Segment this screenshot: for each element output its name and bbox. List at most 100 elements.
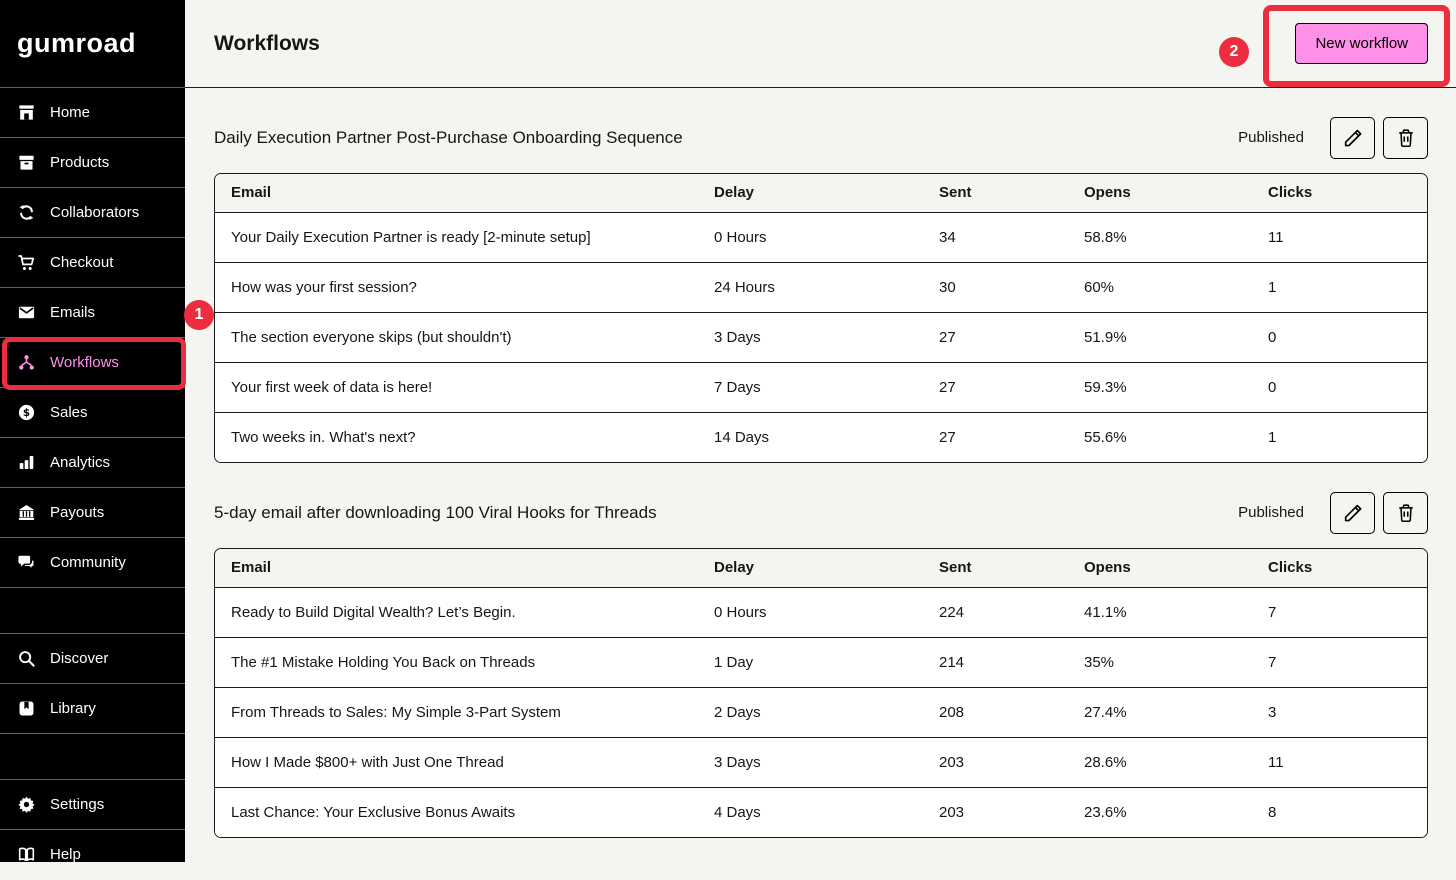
clicks-cell: 0 (1252, 312, 1427, 363)
table-row: Two weeks in. What's next? 14 Days 27 55.6%… (215, 412, 1427, 462)
opens-cell: 51.9% (1068, 312, 1252, 363)
clicks-cell: 8 (1252, 787, 1427, 837)
column-header: Delay (698, 174, 923, 213)
sidebar-item-community[interactable]: Community (0, 538, 185, 588)
workflow-section-head: Daily Execution Partner Post-Purchase On… (214, 115, 1428, 160)
workflow-list: Daily Execution Partner Post-Purchase On… (185, 115, 1456, 838)
opens-cell: 35% (1068, 637, 1252, 688)
opens-cell: 41.1% (1068, 587, 1252, 638)
sidebar-item-label: Library (50, 700, 96, 717)
sent-cell: 203 (923, 737, 1068, 788)
gumroad-logo[interactable]: gumroad (0, 0, 185, 88)
sidebar-item-label: Emails (50, 304, 96, 321)
collaborators-icon (17, 203, 36, 222)
sidebar-item-home[interactable]: Home (0, 88, 185, 138)
table-row: How I Made $800+ with Just One Thread 3 D… (215, 737, 1427, 788)
table-row: The #1 Mistake Holding You Back on Threa… (215, 637, 1427, 688)
workflow-actions: Published (1238, 116, 1428, 159)
sidebar-item-analytics[interactable]: Analytics (0, 438, 185, 488)
sidebar-item-label: Workflows (50, 354, 119, 371)
opens-cell: 23.6% (1068, 787, 1252, 837)
delete-workflow-button[interactable] (1383, 491, 1428, 534)
delay-cell: 14 Days (698, 412, 923, 462)
clicks-cell: 7 (1252, 637, 1427, 688)
sidebar-item-collaborators[interactable]: Collaborators (0, 188, 185, 238)
trash-icon (1395, 502, 1417, 524)
table-row: Ready to Build Digital Wealth? Let’s Beg… (215, 587, 1427, 638)
svg-text:$: $ (23, 407, 30, 419)
sent-cell: 34 (923, 212, 1068, 263)
trash-icon (1395, 127, 1417, 149)
email-cell: How I Made $800+ with Just One Thread (215, 737, 698, 788)
opens-cell: 60% (1068, 262, 1252, 313)
delay-cell: 1 Day (698, 637, 923, 688)
sidebar-item-workflows[interactable]: Workflows (0, 338, 185, 388)
clicks-cell: 11 (1252, 737, 1427, 788)
sidebar-item-payouts[interactable]: Payouts (0, 488, 185, 538)
column-header: Delay (698, 549, 923, 588)
storefront-icon (17, 103, 36, 122)
workflow-section-head: 5-day email after downloading 100 Viral … (214, 490, 1428, 535)
workflow-section: Daily Execution Partner Post-Purchase On… (185, 115, 1456, 463)
sidebar-item-discover[interactable]: Discover (0, 634, 185, 684)
email-cell: Ready to Build Digital Wealth? Let’s Beg… (215, 587, 698, 638)
gear-icon (17, 795, 36, 814)
sent-cell: 27 (923, 412, 1068, 462)
sidebar-item-settings[interactable]: Settings (0, 780, 185, 830)
clicks-cell: 0 (1252, 362, 1427, 413)
pencil-icon (1342, 127, 1364, 149)
page-title: Workflows (214, 31, 320, 55)
clicks-cell: 1 (1252, 412, 1427, 462)
bookmark-icon (17, 699, 36, 718)
sent-cell: 203 (923, 787, 1068, 837)
sent-cell: 30 (923, 262, 1068, 313)
sidebar-item-label: Collaborators (50, 204, 140, 221)
clicks-cell: 1 (1252, 262, 1427, 313)
delete-workflow-button[interactable] (1383, 116, 1428, 159)
book-icon (17, 845, 36, 864)
sidebar-item-library[interactable]: Library (0, 684, 185, 734)
emails-table-wrap: Email Delay Sent Opens Clicks Ready to Build… (214, 548, 1428, 838)
sidebar-item-sales[interactable]: $ Sales (0, 388, 185, 438)
delay-cell: 3 Days (698, 312, 923, 363)
email-cell: Last Chance: Your Exclusive Bonus Awaits (215, 787, 698, 837)
column-header: Email (215, 174, 698, 213)
envelope-icon (17, 303, 36, 322)
sidebar: gumroad Home Products Collaborators Checkou… (0, 0, 185, 880)
delay-cell: 2 Days (698, 687, 923, 738)
edit-workflow-button[interactable] (1330, 491, 1375, 534)
sidebar-item-emails[interactable]: Emails (0, 288, 185, 338)
status-badge: Published (1238, 129, 1304, 146)
sent-cell: 27 (923, 312, 1068, 363)
edit-workflow-button[interactable] (1330, 116, 1375, 159)
table-header-row: Email Delay Sent Opens Clicks (215, 174, 1427, 213)
email-cell: Your Daily Execution Partner is ready [2… (215, 212, 698, 263)
table-row: Your Daily Execution Partner is ready [2… (215, 212, 1427, 263)
sidebar-item-label: Home (50, 104, 91, 121)
sidebar-item-products[interactable]: Products (0, 138, 185, 188)
pencil-icon (1342, 502, 1364, 524)
sidebar-item-label: Settings (50, 796, 105, 813)
opens-cell: 59.3% (1068, 362, 1252, 413)
column-header: Clicks (1252, 549, 1427, 588)
workflow-icon (17, 353, 36, 372)
delay-cell: 24 Hours (698, 262, 923, 313)
sent-cell: 27 (923, 362, 1068, 413)
table-row: Last Chance: Your Exclusive Bonus Awaits… (215, 787, 1427, 837)
workflow-actions: Published (1238, 491, 1428, 534)
workflow-section: 5-day email after downloading 100 Viral … (185, 490, 1456, 838)
sidebar-item-label: Products (50, 154, 110, 171)
delay-cell: 0 Hours (698, 212, 923, 263)
opens-cell: 27.4% (1068, 687, 1252, 738)
sent-cell: 224 (923, 587, 1068, 638)
opens-cell: 55.6% (1068, 412, 1252, 462)
sidebar-item-checkout[interactable]: Checkout (0, 238, 185, 288)
email-cell: How was your first session? (215, 262, 698, 313)
email-cell: The #1 Mistake Holding You Back on Threa… (215, 637, 698, 688)
main-content: Workflows New workflow Daily Execution P… (185, 0, 1456, 862)
column-header: Sent (923, 174, 1068, 213)
new-workflow-button[interactable]: New workflow (1295, 23, 1428, 64)
sidebar-nav: Home Products Collaborators Checkout Emails W… (0, 88, 185, 880)
cart-icon (17, 253, 36, 272)
sidebar-item-help[interactable]: Help (0, 830, 185, 880)
